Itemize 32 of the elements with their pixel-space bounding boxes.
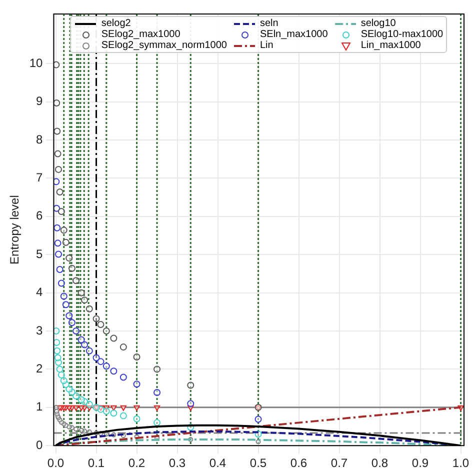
legend-label: selog10 (360, 18, 396, 29)
y-tick-label: 6 (36, 208, 44, 223)
x-tick-label: 0.1 (88, 456, 105, 470)
y-tick-label: 5 (36, 246, 44, 261)
x-tick-label: 0.3 (168, 456, 186, 470)
legend-label: selog2 (101, 18, 131, 29)
y-tick-label: 1 (36, 400, 44, 414)
y-tick-label: 3 (36, 323, 44, 338)
legend-label: Lin_max1000 (360, 40, 421, 51)
legend-label: SElog10-max1000 (360, 29, 444, 40)
x-tick-label: 0.7 (330, 456, 348, 470)
y-axis-title: Entropy level (8, 195, 22, 264)
legend-label: SElog2_max1000 (101, 29, 180, 40)
x-tick-label: 0.6 (290, 456, 308, 470)
y-tick-label: 8 (36, 132, 44, 146)
y-tick-label: 10 (29, 56, 44, 70)
y-tick-label: 7 (36, 170, 44, 185)
legend-label: seln (260, 18, 278, 29)
x-tick-label: 0.0 (47, 456, 64, 470)
y-tick-label: 2 (36, 362, 44, 376)
legend-label: SEln_max1000 (260, 29, 328, 40)
x-tick-label: 0.8 (371, 456, 388, 470)
legend-label: SElog2_symmax_norm1000 (101, 40, 227, 51)
x-tick-label: 0.5 (250, 456, 267, 470)
legend-label: Lin (260, 40, 274, 51)
y-tick-label: 4 (36, 285, 44, 300)
x-tick-label: 0.2 (128, 456, 146, 470)
x-tick-label: 0.9 (412, 456, 429, 470)
x-tick-label: 0.4 (209, 456, 226, 470)
x-tick-label: 1.0 (452, 456, 470, 470)
y-tick-label: 9 (36, 94, 44, 108)
y-tick-label: 0 (36, 438, 44, 452)
